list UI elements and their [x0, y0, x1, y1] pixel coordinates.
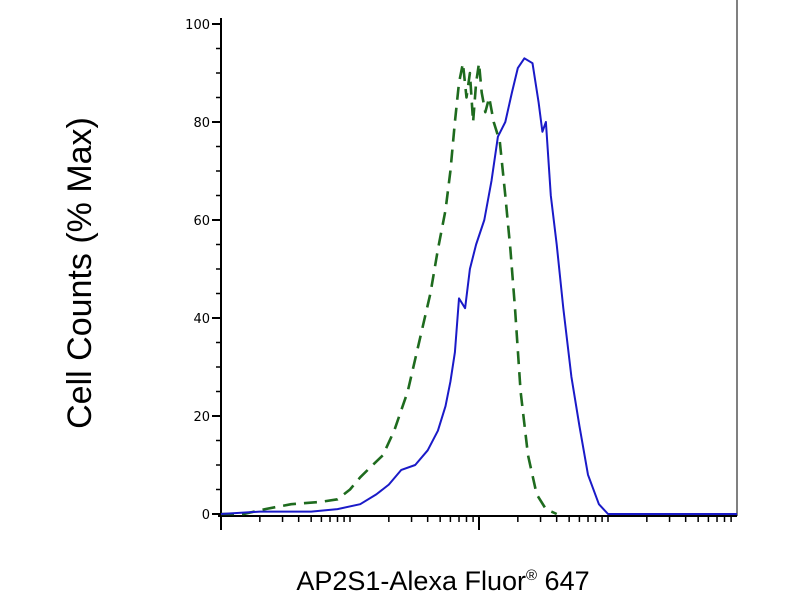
- x-axis-title-suffix: 647: [537, 566, 590, 596]
- y-tick-label: 40: [193, 312, 210, 327]
- y-tick-label: 80: [193, 116, 210, 131]
- x-axis-title: AP2S1-Alexa Fluor® 647: [296, 566, 589, 596]
- y-tick-label: 100: [185, 18, 210, 33]
- y-tick-label: 20: [193, 410, 210, 425]
- x-axis-title-main: AP2S1-Alexa Fluor: [296, 566, 526, 596]
- series-layer: [220, 57, 737, 516]
- x-axis-title-registered-mark: ®: [526, 567, 537, 584]
- y-axis-title: Cell Counts (% Max): [61, 117, 99, 429]
- sample-histogram-line: [220, 57, 737, 515]
- x-axis-ticks: [220, 516, 732, 530]
- y-tick-label: 60: [193, 214, 210, 229]
- y-tick-label: 0: [202, 508, 210, 523]
- control-histogram-line: [221, 61, 558, 516]
- y-axis-ticks: 0 20 40 60 80 100: [185, 18, 221, 523]
